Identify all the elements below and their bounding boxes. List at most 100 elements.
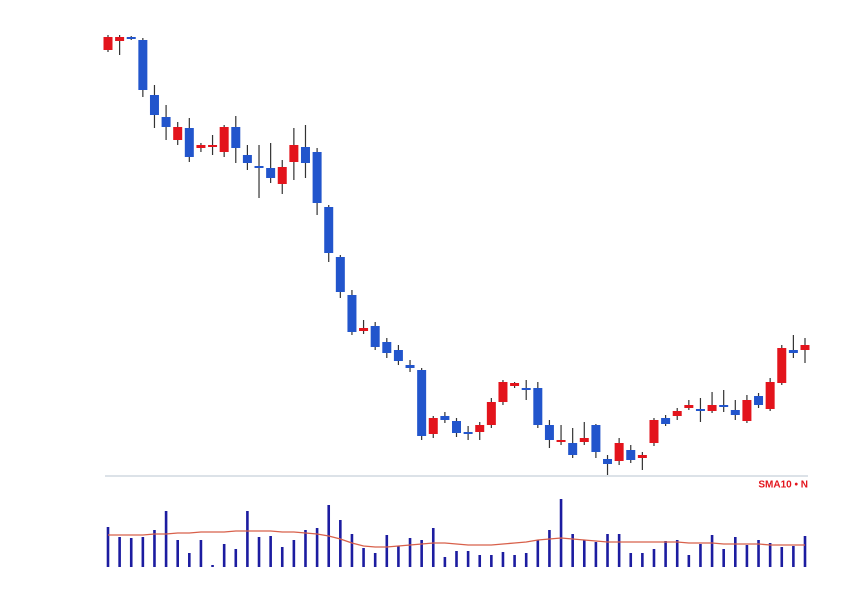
volume-bar [188,553,191,567]
candle-body [405,365,415,368]
candle-body [161,117,171,127]
volume-bar [664,541,667,567]
volume-bar [280,547,284,567]
volume-bar [420,540,423,567]
candle-body [486,402,496,425]
candle-body [370,326,380,347]
volume-bar [431,528,435,567]
volume-bar [106,527,110,567]
volume-bar [548,530,551,567]
volume-bar [490,555,493,567]
candle-body [184,128,194,157]
volume-bar [397,546,400,567]
candle-body [393,350,403,361]
volume-bar [315,528,319,567]
candle-body [335,257,345,292]
candle-body [695,409,705,411]
candle-body [452,421,461,433]
volume-bar [339,520,342,567]
candle-body [579,438,589,442]
candle-body [103,37,113,50]
candle-body [707,405,717,411]
candle-body [196,145,206,148]
volume-bar [455,551,458,567]
candle-body [417,370,427,436]
candle-body [149,95,159,115]
candle-body [649,420,659,443]
volume-bar [768,543,772,567]
volume-bar [501,552,505,567]
volume-bar [118,537,121,567]
volume-bar [362,548,365,567]
volume-bar [350,534,354,567]
volume-bar [466,551,470,567]
candle-body [463,432,473,434]
candle-body [510,383,520,386]
candle-body [324,207,334,253]
candle-body [626,450,636,460]
volume-bar [257,537,261,567]
volume-bar [234,549,238,567]
candle-body [684,405,694,408]
candle-body [544,425,554,440]
volume-bar [745,545,749,567]
candle-body [533,388,543,425]
volume-bar [141,537,145,567]
volume-bar [559,499,563,567]
volume-bar [513,555,516,567]
volume-bar [199,540,203,567]
candle-body [754,396,764,405]
candle-body [347,295,357,332]
candle-body [254,166,264,168]
candle-body [382,342,392,353]
candle-body [661,418,671,424]
candle-body [730,410,740,415]
volume-bar [792,546,795,567]
candle-body [719,405,729,407]
candle-body [788,350,798,353]
volume-bar [734,537,737,567]
volume-legend: SMA10 • N [758,480,808,491]
candle-body [428,418,438,434]
candle-body [219,127,229,152]
volume-bar [176,540,179,567]
candle-body [742,400,752,421]
candle-body [672,411,682,416]
candle-body [765,382,775,409]
volume-bar [211,565,214,567]
volume-bar [606,534,609,567]
volume-bar [617,534,621,567]
volume-bar [129,538,133,567]
volume-bar [571,534,574,567]
volume-bar [780,547,784,567]
volume-bar [443,557,447,567]
volume-bar [675,540,679,567]
volume-bar [304,530,307,567]
volume-bar [710,535,714,567]
candle-body [614,443,624,461]
candle-body [637,455,647,458]
candle-body [777,348,787,383]
candle-body [266,168,276,178]
volume-bar [164,511,168,567]
candle-body [556,440,566,442]
volume-bar [803,536,807,567]
candle-body [498,382,508,402]
volume-bar [722,549,725,567]
volume-bar [292,540,296,567]
candle-body [242,155,252,163]
volume-bar [536,540,540,567]
volume-bar [699,544,702,567]
candle-body [475,425,485,432]
volume-ma-line [108,530,805,548]
volume-bar [629,553,633,567]
candle-body [173,127,183,140]
candle-body [300,147,310,163]
volume-bar [385,535,389,567]
candle-body [115,37,125,41]
candle-body [138,40,148,90]
volume-bar [478,555,482,567]
volume-bar [153,530,156,567]
volume-bar [222,544,226,567]
